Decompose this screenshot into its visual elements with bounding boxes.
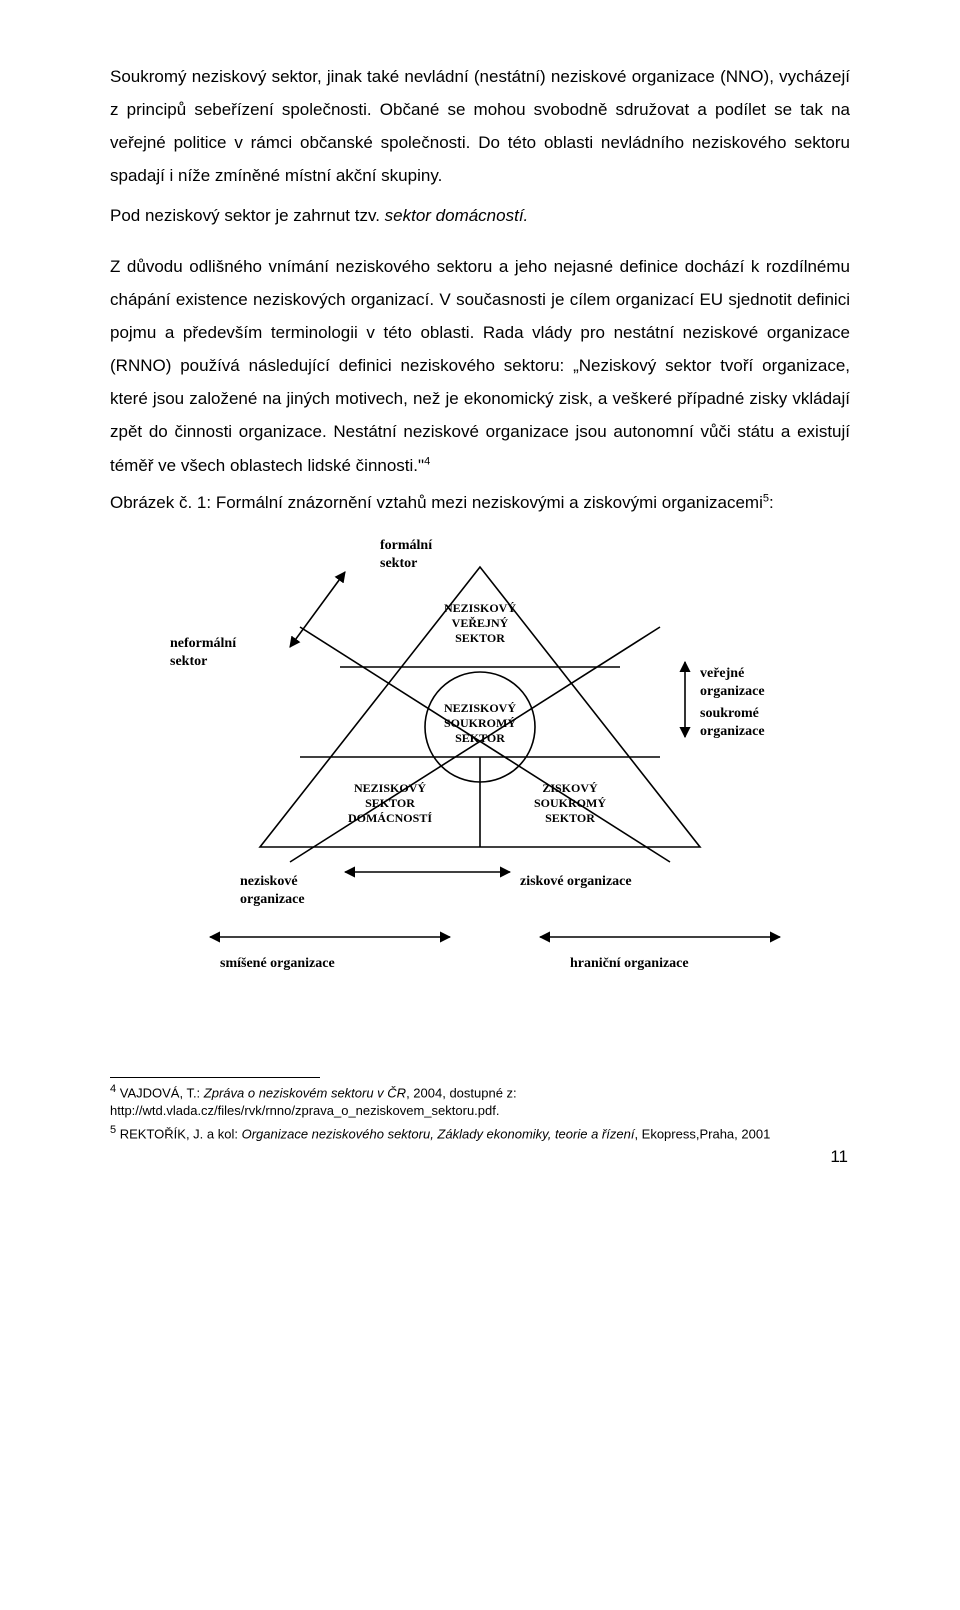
label-nvs-2: VEŘEJNÝ: [452, 616, 509, 630]
paragraph-2: Z důvodu odlišného vnímání neziskového s…: [110, 250, 850, 482]
footnote-5-italic: Organizace neziskového sektoru, Základy …: [242, 1127, 635, 1142]
footnote-separator: [110, 1077, 320, 1078]
para1-text-2: Pod neziskový sektor je zahrnut tzv.: [110, 206, 385, 225]
para1-text-3-italic: sektor domácností.: [385, 206, 529, 225]
label-ziskove-org: ziskové organizace: [520, 874, 632, 889]
label-formalni-2: sektor: [380, 556, 417, 571]
footnote-4: 4 VAJDOVÁ, T.: Zpráva o neziskovém sekto…: [110, 1082, 850, 1119]
label-smisene: smíšené organizace: [220, 956, 335, 971]
label-neziskove-org-2: organizace: [240, 892, 305, 907]
footnote-4-italic: Zpráva o neziskovém sektoru v ČR: [204, 1085, 406, 1100]
figure-caption: Obrázek č. 1: Formální znázornění vztahů…: [110, 486, 850, 519]
footnote-5: 5 REKTOŘÍK, J. a kol: Organizace nezisko…: [110, 1123, 850, 1143]
footnote-5-rest: , Ekopress,Praha, 2001: [634, 1127, 770, 1142]
label-zss-1: ZISKOVÝ: [542, 781, 598, 795]
label-nsd-1: NEZISKOVÝ: [354, 781, 426, 795]
label-verejne-2: organizace: [700, 684, 765, 699]
label-nss-2: SOUKROMÝ: [444, 716, 516, 730]
label-nsd-3: DOMÁCNOSTÍ: [348, 811, 432, 825]
label-verejne-1: veřejné: [700, 666, 744, 681]
label-neformalni-1: neformální: [170, 636, 237, 651]
label-soukrome-2: organizace: [700, 724, 765, 739]
document-page: Soukromý neziskový sektor, jinak také ne…: [0, 0, 960, 1207]
para1-text-1: Soukromý neziskový sektor, jinak také ne…: [110, 67, 850, 185]
label-neformalni-2: sektor: [170, 654, 207, 669]
paragraph-1: Soukromý neziskový sektor, jinak také ne…: [110, 60, 850, 193]
page-number: 11: [110, 1147, 850, 1167]
paragraph-1b: Pod neziskový sektor je zahrnut tzv. sek…: [110, 199, 850, 232]
label-nss-1: NEZISKOVÝ: [444, 701, 516, 715]
label-nvs-3: SEKTOR: [455, 631, 505, 645]
label-neziskove-org-1: neziskové: [240, 874, 298, 889]
sector-diagram: formální sektor neformální sektor veřejn…: [140, 527, 820, 987]
label-hranicni: hraniční organizace: [570, 956, 689, 971]
footnote-4-author: VAJDOVÁ, T.:: [116, 1085, 204, 1100]
label-zss-3: SEKTOR: [545, 811, 595, 825]
label-nsd-2: SEKTOR: [365, 796, 415, 810]
caption-text-2: :: [769, 493, 774, 512]
label-nvs-1: NEZISKOVÝ: [444, 601, 516, 615]
footnote-ref-4: 4: [424, 455, 430, 467]
para2-text: Z důvodu odlišného vnímání neziskového s…: [110, 257, 850, 475]
label-soukrome-1: soukromé: [700, 706, 759, 721]
diagram-container: formální sektor neformální sektor veřejn…: [110, 527, 850, 987]
footnote-5-author: REKTOŘÍK, J. a kol:: [116, 1127, 241, 1142]
caption-text-1: Obrázek č. 1: Formální znázornění vztahů…: [110, 493, 763, 512]
label-formalni-1: formální: [380, 538, 433, 553]
label-nss-3: SEKTOR: [455, 731, 505, 745]
label-zss-2: SOUKROMÝ: [534, 796, 606, 810]
